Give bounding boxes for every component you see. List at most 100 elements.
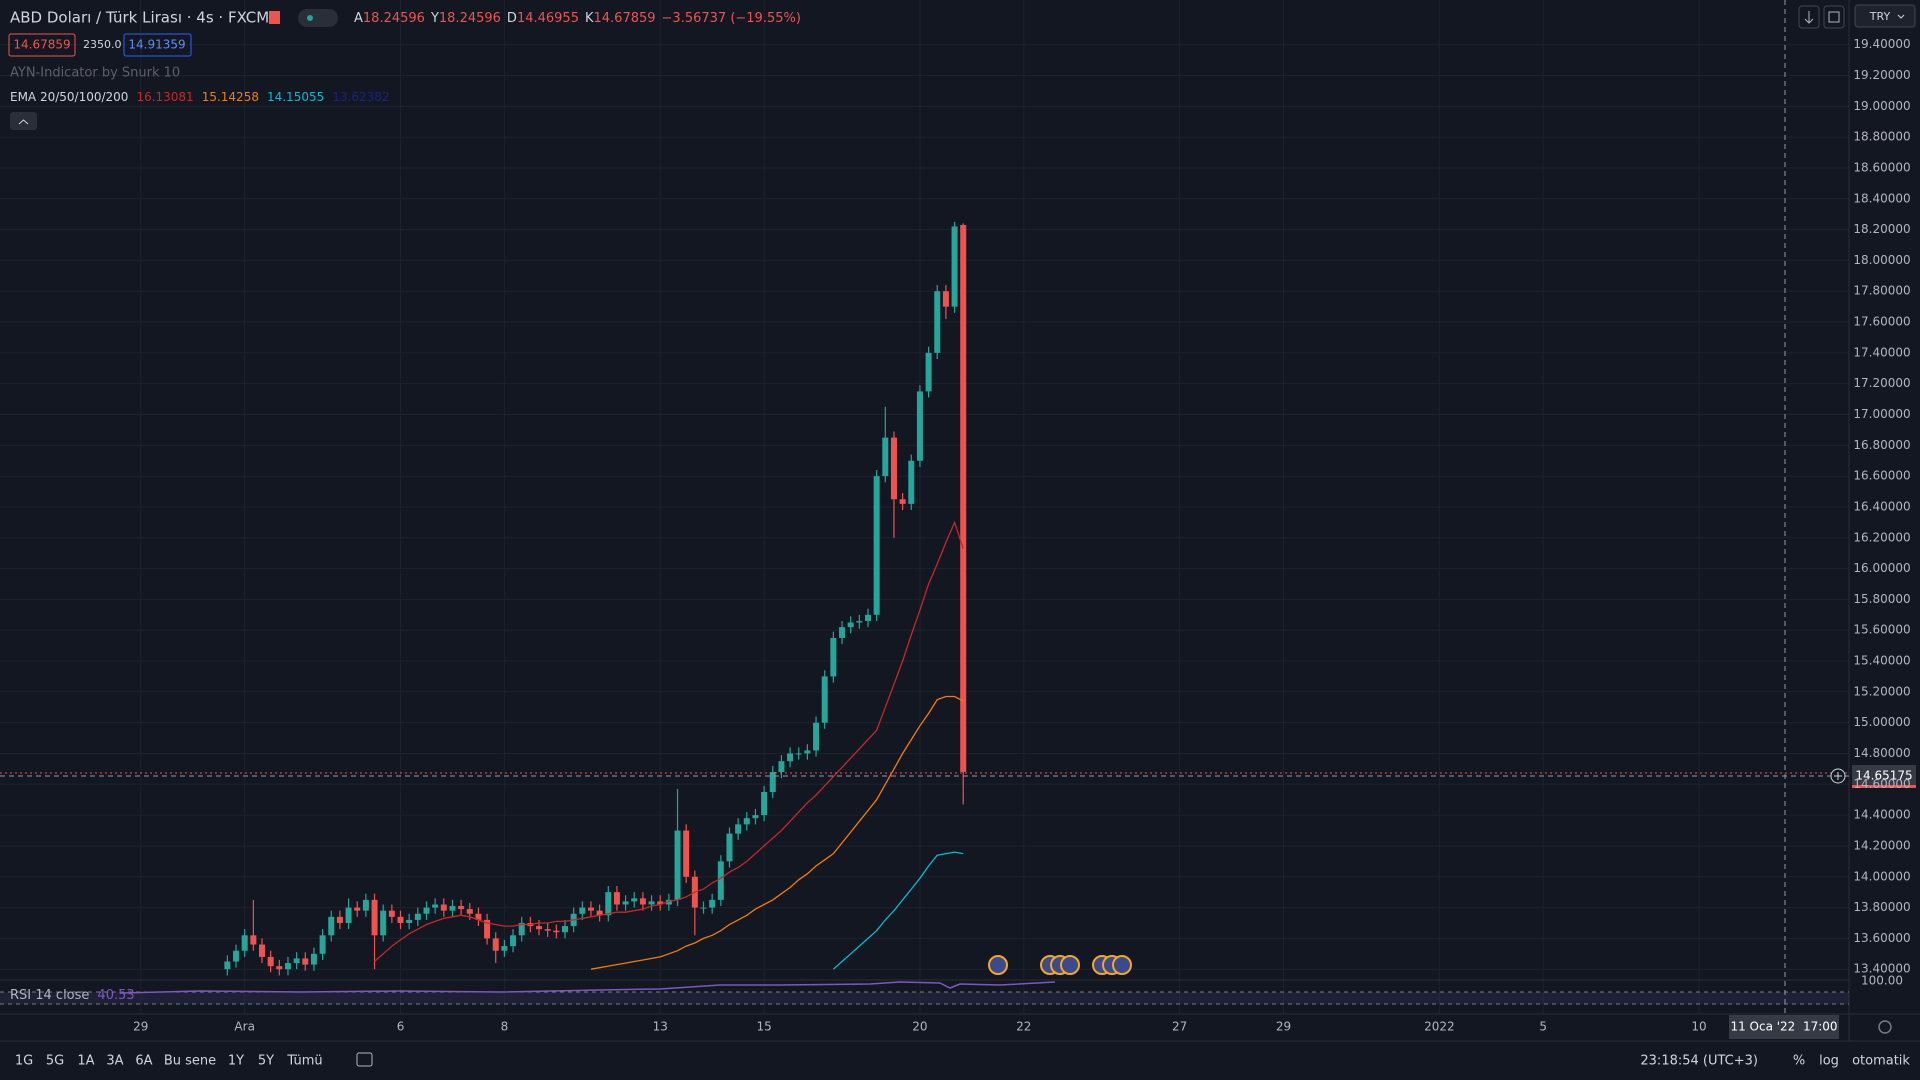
candle-body — [233, 950, 240, 962]
ohlc-value: 14.67859 — [594, 11, 656, 26]
plot — [224, 221, 967, 976]
dropdown-icon — [1897, 14, 1905, 19]
candle-body — [908, 460, 915, 504]
y-tick-label: 14.60000 — [1853, 777, 1910, 791]
crosshair-time-box — [1729, 1015, 1839, 1039]
event-icon[interactable] — [1112, 955, 1132, 975]
candle-body — [683, 830, 690, 877]
plus-icon — [1834, 772, 1842, 780]
candle-body — [674, 830, 681, 900]
ohlc-key: A — [354, 11, 363, 26]
range-button[interactable]: 3A — [106, 1054, 123, 1069]
reset-button[interactable] — [1823, 5, 1845, 29]
y-tick-label: 17.20000 — [1853, 376, 1910, 390]
indicator-name: AYN-Indicator by Snurk 10 — [10, 66, 180, 81]
candle-body — [380, 910, 387, 936]
candle-body — [267, 956, 274, 967]
scale-button[interactable]: % — [1793, 1054, 1805, 1069]
symbol: ABD Doları / Türk Lirası · 4s · FXCM — [10, 9, 269, 27]
x-tick-label: 29 — [1276, 1020, 1291, 1034]
candle-body — [449, 906, 456, 911]
crosshair-price: 14.65175 — [1855, 769, 1912, 783]
x-tick-label: 2022 — [1424, 1020, 1455, 1034]
candle-body — [657, 901, 664, 905]
flag-icon — [269, 11, 280, 24]
candle-body — [345, 907, 352, 923]
candle-body — [631, 898, 638, 902]
y-tick-label: 16.00000 — [1853, 561, 1910, 575]
date-range-button[interactable] — [356, 1052, 373, 1067]
candle-body — [388, 910, 395, 917]
candle-body — [856, 620, 863, 623]
rsi-band — [0, 992, 1849, 1004]
range-button[interactable]: Tümü — [286, 1054, 322, 1069]
sell-button[interactable] — [8, 33, 76, 57]
collapse-button[interactable] — [10, 112, 37, 130]
currency: TRY — [1869, 10, 1891, 23]
y-tick-label: 14.20000 — [1853, 838, 1910, 852]
range-button[interactable]: 1Y — [228, 1054, 244, 1069]
candle-body — [414, 913, 421, 920]
range-button[interactable]: 1A — [77, 1054, 94, 1069]
candle-body — [847, 622, 854, 628]
grid — [0, 0, 1849, 1014]
ema-line — [374, 520, 964, 962]
candle-body — [536, 926, 543, 930]
ohlc-key: K — [585, 11, 594, 26]
candle-body — [882, 437, 889, 477]
ema-value: 13.62382 — [332, 90, 389, 104]
candle-body — [224, 961, 231, 970]
range-button[interactable]: 5G — [46, 1054, 64, 1069]
x-tick-label: 5 — [1539, 1020, 1547, 1034]
x-tick-label: 20 — [912, 1020, 927, 1034]
scroll-button[interactable] — [1798, 5, 1820, 29]
candle-body — [501, 946, 508, 951]
y-tick-label: 18.00000 — [1853, 253, 1910, 267]
scale-button[interactable]: log — [1819, 1054, 1839, 1069]
candle-body — [839, 627, 846, 638]
candle-body — [622, 901, 629, 905]
settings-button[interactable] — [1878, 1020, 1892, 1034]
candle-body — [544, 929, 551, 931]
range-button[interactable]: 6A — [135, 1054, 152, 1069]
spread: 2350.0 — [83, 38, 122, 51]
candle-body — [579, 907, 586, 914]
candle-body — [717, 861, 724, 900]
y-tick-label: 15.40000 — [1853, 654, 1910, 668]
y-tick-label: 15.00000 — [1853, 715, 1910, 729]
y-tick-label: 18.20000 — [1853, 222, 1910, 236]
y-tick-label: 19.20000 — [1853, 68, 1910, 82]
x-tick-label: 10 — [1691, 1020, 1706, 1034]
currency-button[interactable] — [1854, 4, 1916, 28]
candle-body — [561, 926, 568, 933]
event-icon[interactable] — [1060, 955, 1080, 975]
candle-body — [258, 944, 265, 957]
ema-value: 14.15055 — [267, 90, 324, 104]
y-tick-label: 15.60000 — [1853, 623, 1910, 637]
events — [988, 955, 1132, 975]
ema-value: 16.13081 — [136, 90, 193, 104]
range-button[interactable]: Bu sene — [164, 1054, 216, 1069]
event-icon[interactable] — [988, 955, 1008, 975]
candle-body — [293, 958, 300, 964]
buy-button[interactable] — [123, 33, 192, 57]
scale-button[interactable]: otomatik — [1852, 1054, 1910, 1069]
crosshair-price-box — [1852, 765, 1916, 785]
y-tick-label: 13.60000 — [1853, 931, 1910, 945]
y-tick-label: 14.80000 — [1853, 746, 1910, 760]
candle-body — [310, 953, 317, 965]
rsi-line — [119, 981, 1056, 994]
x-tick-label: 13 — [653, 1020, 668, 1034]
range-button[interactable]: 1G — [15, 1054, 33, 1069]
candle-body — [639, 898, 646, 905]
y-tick-label: 13.80000 — [1853, 900, 1910, 914]
candle-body — [492, 938, 499, 951]
candle-body — [284, 963, 291, 970]
ema-line — [590, 695, 964, 970]
range-button[interactable]: 5Y — [258, 1054, 274, 1069]
y-tick-label: 18.40000 — [1853, 191, 1910, 205]
ohlc-value: 18.24596 — [439, 11, 501, 26]
y-tick-label: 14.00000 — [1853, 869, 1910, 883]
